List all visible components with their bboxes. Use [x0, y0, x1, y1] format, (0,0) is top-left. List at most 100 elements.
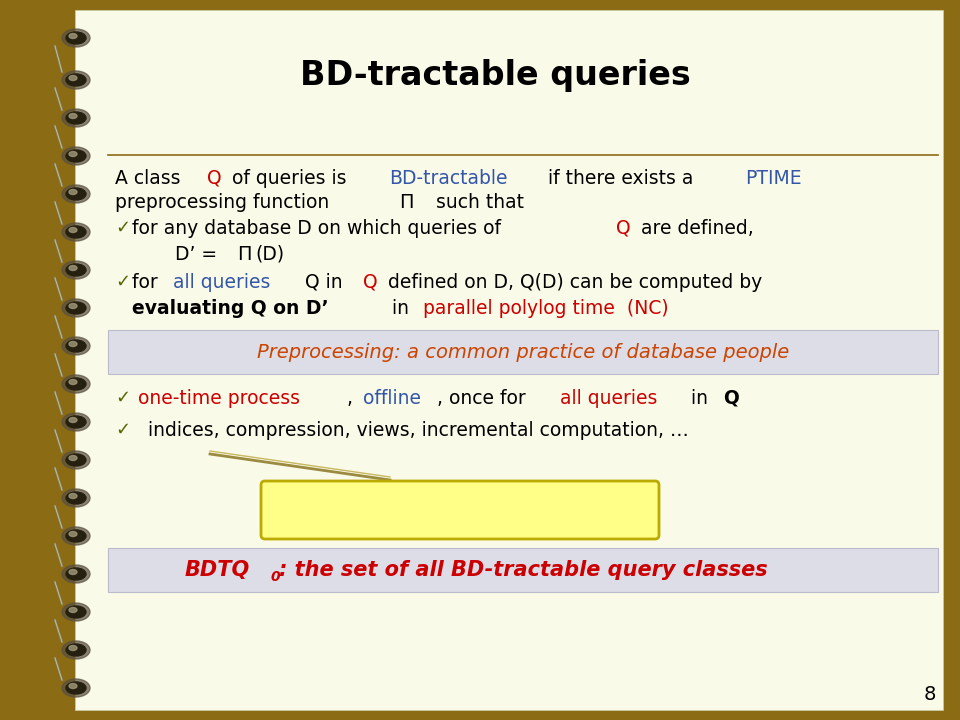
Text: , once for: , once for [438, 389, 532, 408]
Ellipse shape [62, 451, 90, 469]
FancyBboxPatch shape [108, 548, 938, 592]
Text: ✓: ✓ [115, 389, 131, 407]
Text: such that: such that [418, 192, 524, 212]
Ellipse shape [66, 150, 86, 162]
Text: ✓: ✓ [115, 421, 131, 439]
Ellipse shape [66, 492, 86, 504]
Ellipse shape [69, 646, 77, 650]
Text: defined on D, Q(D) can be computed by: defined on D, Q(D) can be computed by [381, 272, 762, 292]
Ellipse shape [69, 34, 77, 38]
Text: if there exists a: if there exists a [542, 168, 700, 187]
Text: not: not [283, 501, 312, 519]
Text: BDTQ: BDTQ [185, 560, 251, 580]
Ellipse shape [66, 416, 86, 428]
Text: Q: Q [207, 168, 222, 187]
Text: Q in: Q in [299, 272, 348, 292]
Text: ,: , [347, 389, 359, 408]
Text: : the set of all BD-tractable query classes: : the set of all BD-tractable query clas… [279, 560, 768, 580]
Ellipse shape [62, 679, 90, 697]
Ellipse shape [62, 109, 90, 127]
Text: in: in [386, 299, 415, 318]
Text: BD-tractable queries: BD-tractable queries [300, 58, 690, 91]
Ellipse shape [66, 378, 86, 390]
Ellipse shape [62, 147, 90, 165]
Ellipse shape [62, 603, 90, 621]
Text: offline: offline [363, 389, 420, 408]
FancyBboxPatch shape [261, 481, 659, 539]
Ellipse shape [66, 568, 86, 580]
Ellipse shape [62, 223, 90, 241]
Text: Q: Q [723, 389, 738, 408]
Ellipse shape [69, 608, 77, 613]
Ellipse shape [69, 189, 77, 194]
Ellipse shape [62, 299, 90, 317]
Ellipse shape [69, 266, 77, 271]
Ellipse shape [62, 185, 90, 203]
Ellipse shape [62, 71, 90, 89]
Text: parallel polylog time  (NC): parallel polylog time (NC) [423, 299, 669, 318]
Text: Q: Q [616, 218, 631, 238]
Text: PTIME: PTIME [745, 168, 802, 187]
Text: ✓: ✓ [115, 273, 131, 291]
Ellipse shape [62, 337, 90, 355]
Ellipse shape [69, 151, 77, 156]
Ellipse shape [69, 379, 77, 384]
Text: ✓: ✓ [115, 219, 131, 237]
Text: 0: 0 [270, 570, 279, 584]
Ellipse shape [66, 454, 86, 466]
Ellipse shape [69, 570, 77, 575]
Ellipse shape [66, 226, 86, 238]
Ellipse shape [69, 493, 77, 498]
Text: Q: Q [363, 272, 377, 292]
Text: preprocessing function: preprocessing function [115, 192, 335, 212]
Text: indices, compression, views, incremental computation, …: indices, compression, views, incremental… [148, 420, 688, 439]
Ellipse shape [69, 456, 77, 461]
Ellipse shape [62, 261, 90, 279]
Ellipse shape [62, 29, 90, 47]
FancyBboxPatch shape [75, 10, 943, 710]
Text: A class: A class [115, 168, 186, 187]
Text: (D): (D) [255, 245, 285, 264]
Text: BD-tractable: BD-tractable [390, 168, 508, 187]
Text: of queries is: of queries is [227, 168, 352, 187]
Ellipse shape [66, 264, 86, 276]
Text: one-time process: one-time process [138, 389, 300, 408]
Text: Π: Π [237, 245, 252, 264]
Ellipse shape [62, 565, 90, 583]
Ellipse shape [62, 527, 90, 545]
Text: for: for [132, 272, 164, 292]
Ellipse shape [66, 74, 86, 86]
Ellipse shape [62, 641, 90, 659]
Text: for any database D on which queries of: for any database D on which queries of [132, 218, 507, 238]
Ellipse shape [69, 304, 77, 308]
Text: all queries: all queries [560, 389, 657, 408]
Ellipse shape [66, 340, 86, 352]
Ellipse shape [69, 114, 77, 119]
Text: necessarily  reduce the size of D: necessarily reduce the size of D [321, 501, 620, 519]
Text: in: in [685, 389, 714, 408]
Ellipse shape [66, 302, 86, 314]
Ellipse shape [66, 112, 86, 124]
Text: Preprocessing: a common practice of database people: Preprocessing: a common practice of data… [257, 343, 789, 361]
Ellipse shape [66, 682, 86, 694]
Ellipse shape [66, 188, 86, 200]
Text: 8: 8 [924, 685, 936, 704]
Ellipse shape [62, 489, 90, 507]
Ellipse shape [69, 228, 77, 233]
Text: D’ =: D’ = [175, 245, 223, 264]
Ellipse shape [62, 413, 90, 431]
Ellipse shape [69, 418, 77, 423]
Ellipse shape [69, 531, 77, 536]
Text: all queries: all queries [173, 272, 271, 292]
Ellipse shape [69, 683, 77, 688]
Ellipse shape [69, 341, 77, 346]
FancyBboxPatch shape [108, 330, 938, 374]
Ellipse shape [62, 375, 90, 393]
Ellipse shape [69, 76, 77, 81]
Text: evaluating Q on D’: evaluating Q on D’ [132, 299, 328, 318]
Ellipse shape [66, 530, 86, 542]
Text: are defined,: are defined, [635, 218, 754, 238]
Text: Π: Π [399, 192, 414, 212]
Ellipse shape [66, 606, 86, 618]
Ellipse shape [66, 644, 86, 656]
